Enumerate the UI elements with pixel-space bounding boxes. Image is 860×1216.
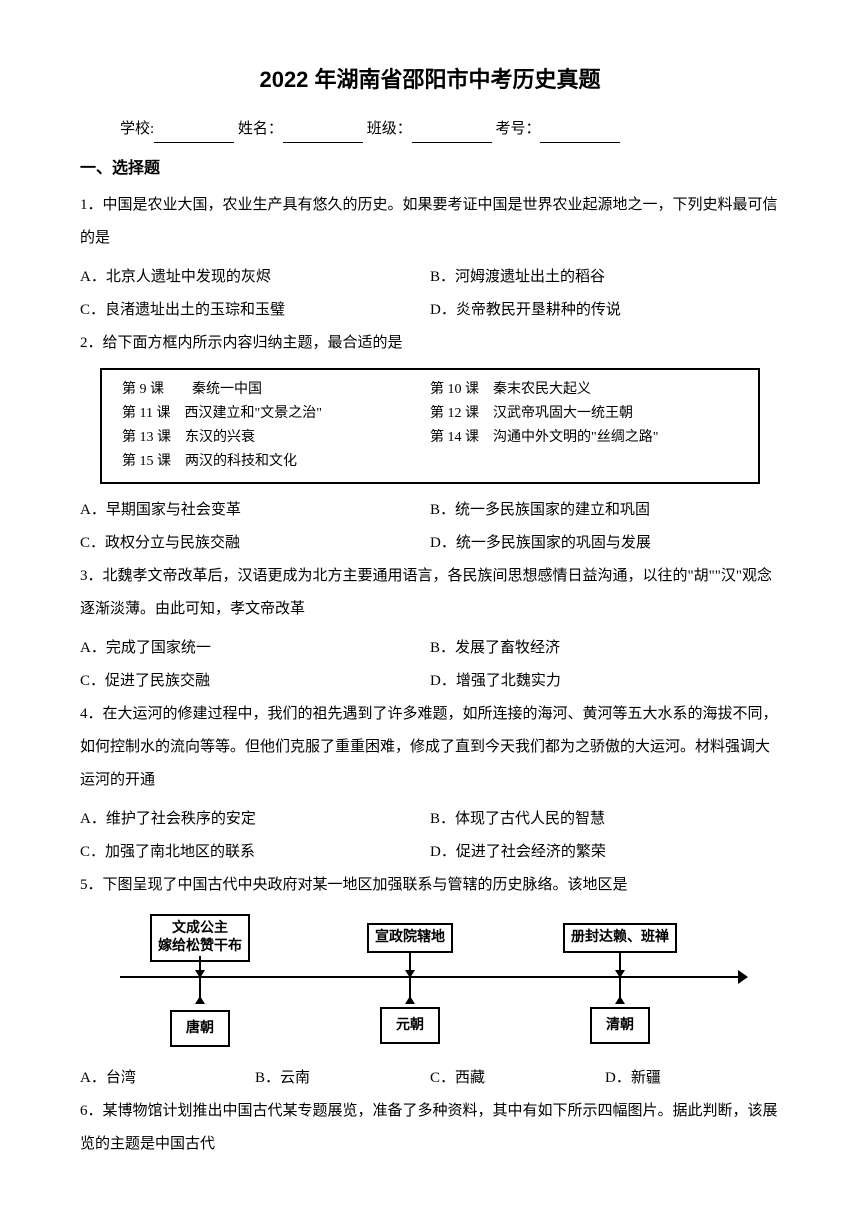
question-1-options: A．北京人遗址中发现的灰烬 B．河姆渡遗址出土的稻谷 C．良渚遗址出土的玉琮和玉… — [80, 261, 780, 327]
box-l4: 第 15 课 两汉的科技和文化 — [122, 450, 430, 474]
arrow-icon — [409, 952, 411, 970]
node-3-bottom: 清朝 — [590, 1007, 650, 1044]
arrow-icon — [199, 956, 201, 970]
name-blank[interactable] — [283, 125, 363, 143]
class-label: 班级： — [367, 121, 412, 137]
arrow-icon — [199, 978, 201, 998]
q5-opt-b[interactable]: B．云南 — [255, 1062, 430, 1095]
q3-opt-c[interactable]: C．促进了民族交融 — [80, 665, 430, 698]
node-group-3: 册封达赖、班禅 清朝 — [540, 914, 700, 1044]
question-4-options: A．维护了社会秩序的安定 B．体现了古代人民的智慧 C．加强了南北地区的联系 D… — [80, 803, 780, 869]
id-blank[interactable] — [540, 125, 620, 143]
arrow-head-icon — [195, 970, 205, 978]
school-label: 学校: — [120, 121, 154, 137]
question-6: 6．某博物馆计划推出中国古代某专题展览，准备了多种资料，其中有如下所示四幅图片。… — [80, 1095, 780, 1161]
question-1: 1．中国是农业大国，农业生产具有悠久的历史。如果要考证中国是世界农业起源地之一，… — [80, 189, 780, 255]
q2-opt-a[interactable]: A．早期国家与社会变革 — [80, 494, 430, 527]
q3-opt-b[interactable]: B．发展了畜牧经济 — [430, 632, 780, 665]
section-title: 一、选择题 — [80, 155, 780, 184]
question-3: 3．北魏孝文帝改革后，汉语更成为北方主要通用语言，各民族间思想感情日益沟通，以往… — [80, 560, 780, 626]
q4-opt-b[interactable]: B．体现了古代人民的智慧 — [430, 803, 780, 836]
box-r2: 第 12 课 汉武帝巩固大一统王朝 — [430, 402, 738, 426]
arrow-head-icon — [615, 996, 625, 1004]
class-blank[interactable] — [412, 125, 492, 143]
q5-diagram: 文成公主嫁给松赞干布 唐朝 宣政院辖地 元朝 册封达赖、班禅 清朝 — [100, 914, 760, 1044]
arrow-icon — [619, 952, 621, 970]
node-group-2: 宣政院辖地 元朝 — [340, 914, 480, 1044]
arrow-head-icon — [615, 970, 625, 978]
q3-opt-d[interactable]: D．增强了北魏实力 — [430, 665, 780, 698]
arrow-head-icon — [405, 996, 415, 1004]
id-label: 考号： — [495, 121, 540, 137]
question-5: 5．下图呈现了中国古代中央政府对某一地区加强联系与管辖的历史脉络。该地区是 — [80, 869, 780, 902]
q2-opt-d[interactable]: D．统一多民族国家的巩固与发展 — [430, 527, 780, 560]
q4-opt-d[interactable]: D．促进了社会经济的繁荣 — [430, 836, 780, 869]
box-l3: 第 13 课 东汉的兴衰 — [122, 426, 430, 450]
box-l2: 第 11 课 西汉建立和"文景之治" — [122, 402, 430, 426]
q5-opt-d[interactable]: D．新疆 — [605, 1062, 780, 1095]
student-info-row: 学校: 姓名： 班级： 考号： — [120, 116, 780, 143]
q1-opt-d[interactable]: D．炎帝教民开垦耕种的传说 — [430, 294, 780, 327]
exam-title: 2022 年湖南省邵阳市中考历史真题 — [80, 60, 780, 100]
node-3-top: 册封达赖、班禅 — [563, 923, 677, 953]
box-r3: 第 14 课 沟通中外文明的"丝绸之路" — [430, 426, 738, 450]
question-4: 4．在大运河的修建过程中，我们的祖先遇到了许多难题，如所连接的海河、黄河等五大水… — [80, 698, 780, 797]
question-2-options: A．早期国家与社会变革 B．统一多民族国家的建立和巩固 C．政权分立与民族交融 … — [80, 494, 780, 560]
school-blank[interactable] — [154, 125, 234, 143]
box-r1: 第 10 课 秦末农民大起义 — [430, 378, 738, 402]
q2-opt-c[interactable]: C．政权分立与民族交融 — [80, 527, 430, 560]
q1-opt-b[interactable]: B．河姆渡遗址出土的稻谷 — [430, 261, 780, 294]
name-label: 姓名： — [238, 121, 283, 137]
q3-opt-a[interactable]: A．完成了国家统一 — [80, 632, 430, 665]
q5-opt-c[interactable]: C．西藏 — [430, 1062, 605, 1095]
node-2-bottom: 元朝 — [380, 1007, 440, 1044]
q1-opt-c[interactable]: C．良渚遗址出土的玉琮和玉璧 — [80, 294, 430, 327]
arrow-icon — [619, 978, 621, 998]
question-5-options: A．台湾 B．云南 C．西藏 D．新疆 — [80, 1062, 780, 1095]
q2-box: 第 9 课 秦统一中国 第 10 课 秦末农民大起义 第 11 课 西汉建立和"… — [100, 368, 760, 483]
arrow-icon — [409, 978, 411, 998]
question-2: 2．给下面方框内所示内容归纳主题，最合适的是 — [80, 327, 780, 360]
question-3-options: A．完成了国家统一 B．发展了畜牧经济 C．促进了民族交融 D．增强了北魏实力 — [80, 632, 780, 698]
q2-opt-b[interactable]: B．统一多民族国家的建立和巩固 — [430, 494, 780, 527]
arrow-head-icon — [195, 996, 205, 1004]
q5-opt-a[interactable]: A．台湾 — [80, 1062, 255, 1095]
node-2-top: 宣政院辖地 — [367, 923, 453, 953]
q1-opt-a[interactable]: A．北京人遗址中发现的灰烬 — [80, 261, 430, 294]
node-1-bottom: 唐朝 — [170, 1010, 230, 1047]
arrow-head-icon — [405, 970, 415, 978]
q4-opt-c[interactable]: C．加强了南北地区的联系 — [80, 836, 430, 869]
node-group-1: 文成公主嫁给松赞干布 唐朝 — [130, 914, 270, 1048]
q4-opt-a[interactable]: A．维护了社会秩序的安定 — [80, 803, 430, 836]
timeline-arrow-right-icon — [738, 970, 748, 984]
box-l1: 第 9 课 秦统一中国 — [122, 378, 430, 402]
